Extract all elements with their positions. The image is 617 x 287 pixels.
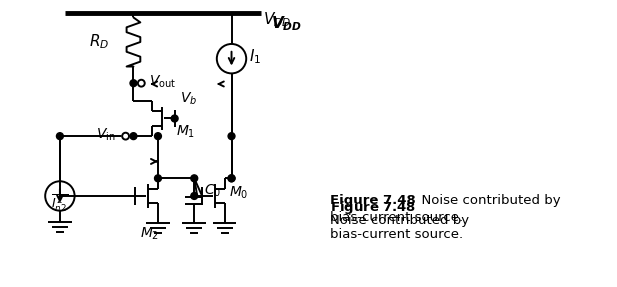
Text: $\bfit{V}_{DD}$: $\bfit{V}_{DD}$ [271,15,302,33]
Text: bias-current source.: bias-current source. [329,211,463,224]
Text: $\bf{Figure\ 7.48}$: $\bf{Figure\ 7.48}$ [329,199,416,216]
Text: $C_0$: $C_0$ [204,183,222,199]
Circle shape [57,133,64,139]
Text: $V_b$: $V_b$ [180,90,197,107]
Text: Noise contributed by: Noise contributed by [413,194,561,207]
Text: $V_{\rm in}$: $V_{\rm in}$ [96,127,116,144]
Text: Figure 7.48: Figure 7.48 [329,194,415,207]
Text: $V_{\rm out}$: $V_{\rm out}$ [149,74,176,90]
Text: $V_{DD}$: $V_{DD}$ [263,11,291,29]
Text: $M_0$: $M_0$ [228,185,248,201]
Circle shape [191,175,197,182]
Text: $R_D$: $R_D$ [89,33,109,51]
Circle shape [228,133,235,139]
Text: $M_1$: $M_1$ [176,123,195,140]
Text: bias-current source.: bias-current source. [329,228,463,241]
Circle shape [122,133,129,139]
Circle shape [130,133,137,139]
Text: $\overline{I_{n2}^{\,2}}$: $\overline{I_{n2}^{\,2}}$ [51,193,68,214]
Text: $M_2$: $M_2$ [140,225,160,242]
Circle shape [191,193,197,199]
Text: Noise contributed by: Noise contributed by [329,214,469,227]
Circle shape [130,80,137,87]
Circle shape [154,175,162,182]
Circle shape [154,133,162,139]
Text: $I_1$: $I_1$ [249,47,262,66]
Circle shape [228,175,235,182]
Circle shape [171,115,178,122]
Circle shape [138,80,145,87]
Circle shape [228,175,235,182]
